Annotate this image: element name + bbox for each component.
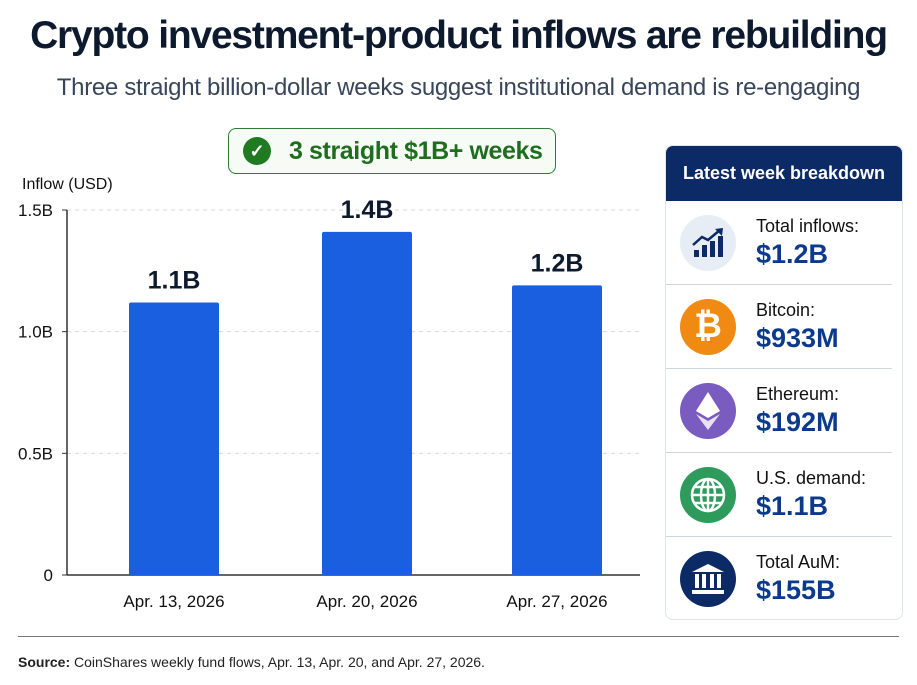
item-label: Total AuM: bbox=[756, 552, 841, 572]
bank-icon bbox=[680, 551, 736, 607]
breakdown-row-us-demand: U.S. demand: $1.1B bbox=[666, 453, 892, 537]
y-axis-label: Inflow (USD) bbox=[22, 176, 113, 193]
panel-title: Latest week breakdown bbox=[666, 146, 902, 201]
item-value: $192M bbox=[756, 406, 839, 437]
item-value: $1.1B bbox=[756, 490, 829, 521]
divider bbox=[18, 636, 899, 637]
y-tick-label: 0.5B bbox=[18, 444, 53, 463]
page-subtitle: Three straight billion-dollar weeks sugg… bbox=[56, 74, 861, 101]
breakdown-row-bitcoin: ₿ Bitcoin: $933M bbox=[666, 285, 892, 369]
globe-icon bbox=[680, 466, 736, 523]
bar bbox=[322, 231, 412, 575]
item-label: Bitcoin: bbox=[756, 299, 816, 320]
breakdown-row-total-inflows: Total inflows: $1.2B bbox=[666, 201, 892, 285]
bar bbox=[129, 302, 219, 575]
x-tick-label: Apr. 13, 2026 bbox=[123, 592, 224, 611]
bar bbox=[512, 285, 602, 575]
check-circle-icon: ✓ bbox=[243, 137, 271, 165]
badge-text: 3 straight $1B+ weeks bbox=[289, 136, 543, 165]
item-value: $155B bbox=[756, 575, 836, 605]
item-value: $1.2B bbox=[756, 238, 829, 269]
source-label: Source: bbox=[18, 654, 71, 670]
data-label: 1.2B bbox=[531, 249, 584, 277]
y-tick-label: 0 bbox=[44, 566, 53, 585]
bitcoin-icon: ₿ bbox=[680, 298, 736, 355]
chart-up-icon bbox=[680, 214, 736, 271]
item-value: $933M bbox=[756, 322, 839, 353]
data-label: 1.4B bbox=[341, 196, 394, 224]
breakdown-row-total-aum: Total AuM: $155B bbox=[666, 537, 892, 619]
data-label: 1.1B bbox=[148, 266, 201, 294]
item-label: Ethereum: bbox=[756, 383, 840, 404]
page-title: Crypto investment-product inflows are re… bbox=[30, 14, 888, 57]
breakdown-row-ethereum: Ethereum: $192M bbox=[666, 369, 892, 453]
item-label: U.S. demand: bbox=[756, 467, 867, 488]
y-tick-label: 1.0B bbox=[18, 323, 53, 342]
y-tick-label: 1.5B bbox=[18, 201, 53, 220]
item-label: Total inflows: bbox=[756, 215, 860, 236]
bar-chart: Inflow (USD) 0 0.5B 1.0B 1.5B 1.1B Apr. 13, 20… bbox=[18, 176, 640, 611]
x-tick-label: Apr. 20, 2026 bbox=[316, 592, 417, 611]
x-tick-label: Apr. 27, 2026 bbox=[506, 592, 607, 611]
breakdown-panel: Latest week breakdown Total inflows: $1.2… bbox=[665, 145, 903, 620]
streak-badge: ✓ 3 straight $1B+ weeks bbox=[228, 128, 556, 174]
source-text: CoinShares weekly fund flows, Apr. 13, A… bbox=[70, 654, 485, 670]
ethereum-icon bbox=[680, 382, 736, 439]
source-note: Source: CoinShares weekly fund flows, Ap… bbox=[18, 654, 485, 670]
